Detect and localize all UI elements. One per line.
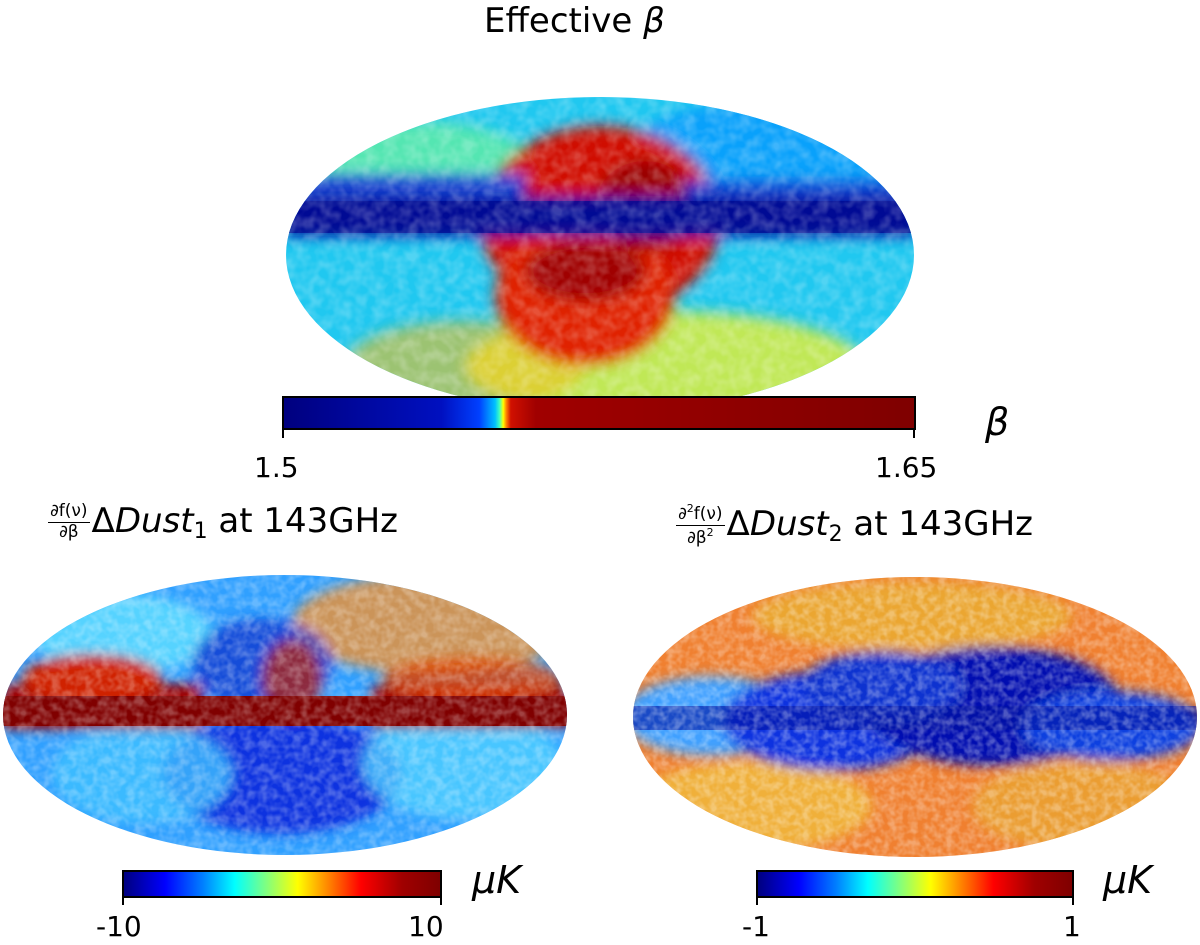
fraction-numerator: ∂f(ν): [48, 501, 90, 523]
colorbar-unit-label: β: [985, 400, 1010, 444]
colorbar-tick-max: [913, 428, 915, 438]
numerator-superscript: 2: [686, 502, 694, 515]
dust2-colorbar-tick-max: [1072, 896, 1074, 905]
colorbar-min-label: 1.5: [254, 451, 299, 484]
dust1-title: ∂f(ν) ∂β ΔDust1 at 143GHz: [48, 500, 399, 544]
title-beta-symbol: β: [643, 1, 665, 41]
dust2-title-fraction: ∂2f(ν) ∂β2: [676, 503, 725, 548]
dust1-map: [3, 575, 567, 855]
dust2-colorbar-max-label: 1: [1063, 910, 1081, 943]
dust1-colorbar-unit-label: μK: [472, 858, 522, 902]
effective-beta-map: [286, 97, 914, 413]
title-subscript: 1: [193, 518, 208, 544]
dust2-colorbar-unit-label: μK: [1103, 858, 1153, 902]
denominator-text: ∂β: [686, 527, 707, 548]
denominator-superscript: 2: [706, 525, 714, 539]
dust1-colorbar-min-label: -10: [96, 910, 142, 943]
colorbar-max-label: 1.65: [875, 451, 938, 484]
numerator-function: f(ν): [693, 504, 723, 524]
title-rest: at 143GHz: [207, 500, 399, 541]
effective-beta-colorbar: [282, 396, 916, 430]
dust2-colorbar: [756, 870, 1074, 898]
colorbar-tick-min: [282, 428, 284, 438]
dust2-colorbar-min-label: -1: [742, 910, 770, 943]
fraction-denominator: ∂β2: [676, 526, 725, 548]
dust1-colorbar: [122, 870, 442, 898]
title-variable: Dust: [749, 503, 829, 544]
dust2-map: [633, 577, 1197, 857]
title-rest: at 143GHz: [842, 503, 1034, 544]
title-text: Effective: [484, 1, 633, 41]
dust2-title: ∂2f(ν) ∂β2 ΔDust2 at 143GHz: [676, 503, 1033, 548]
fraction-denominator: ∂β: [58, 521, 79, 542]
dust1-colorbar-tick-max: [440, 896, 442, 905]
dust1-title-fraction: ∂f(ν) ∂β: [48, 501, 90, 542]
fraction-numerator: ∂2f(ν): [676, 503, 725, 526]
numerator-partial: ∂: [678, 504, 687, 524]
title-variable: Dust: [114, 500, 194, 541]
title-delta: Δ: [91, 500, 115, 541]
title-delta: Δ: [726, 503, 750, 544]
title-subscript: 2: [828, 521, 843, 547]
effective-beta-title: Effective β: [484, 4, 665, 38]
dust1-colorbar-tick-min: [122, 896, 124, 905]
dust2-colorbar-tick-min: [756, 896, 758, 905]
dust1-colorbar-max-label: 10: [408, 910, 444, 943]
